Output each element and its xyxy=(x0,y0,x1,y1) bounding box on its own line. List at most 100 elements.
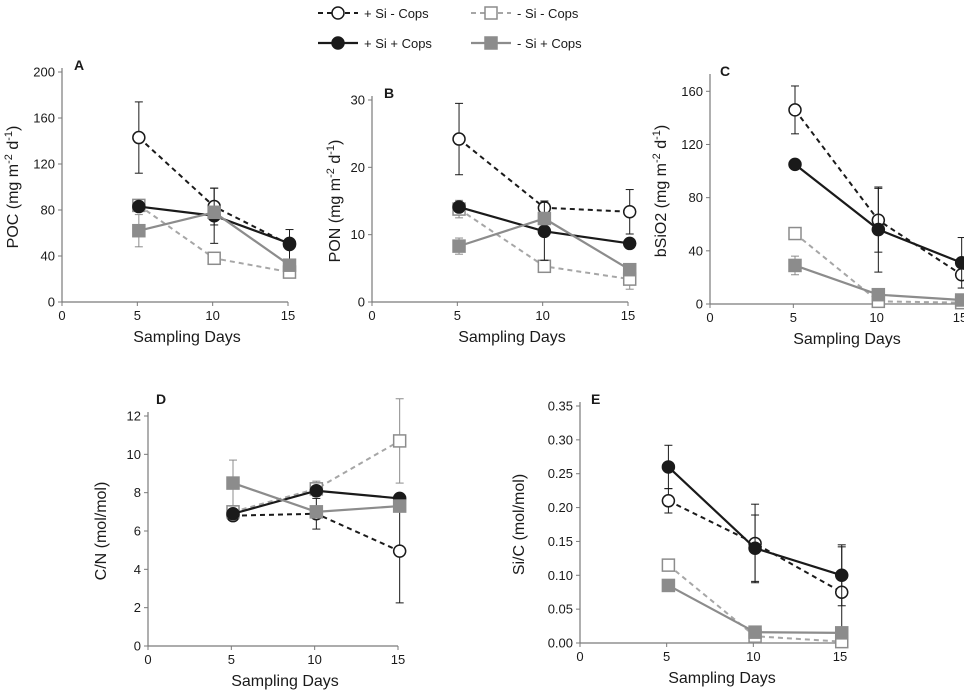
y-tick-label: 0.35 xyxy=(548,399,573,414)
y-tick-label: 0.00 xyxy=(548,636,573,651)
series-plus-si-plus-cops xyxy=(661,444,849,607)
y-axis-label: C/N (mol/mol) xyxy=(93,482,110,581)
y-tick-label: 160 xyxy=(33,111,55,126)
y-tick-label: 160 xyxy=(681,84,703,99)
data-point xyxy=(661,460,676,474)
data-point xyxy=(622,236,637,251)
data-point xyxy=(392,544,407,558)
y-tick-label: 20 xyxy=(351,160,365,175)
legend-label: + Si + Cops xyxy=(364,36,432,51)
series-plus-si-plus-cops xyxy=(452,200,637,261)
y-tick-label: 0 xyxy=(358,295,365,310)
series-minus-si-plus-cops xyxy=(226,459,407,519)
x-tick-label: 5 xyxy=(228,652,235,667)
x-tick-label: 10 xyxy=(307,652,321,667)
legend-marker xyxy=(331,6,345,20)
panel-a: A 0 40 80 120 160 200 0 5 10 15 Sampling Days POC (m… xyxy=(3,57,297,346)
y-tick-label: 30 xyxy=(351,93,365,108)
y-tick-label: 80 xyxy=(689,190,703,205)
series-minus-si-plus-cops xyxy=(788,255,964,307)
data-point xyxy=(207,251,221,266)
data-point xyxy=(452,200,466,214)
y-tick-label: 80 xyxy=(41,203,55,218)
data-point xyxy=(788,103,802,117)
panel-d: D 0 2 4 6 8 10 12 0 5 10 15 Sampling Days C/N (mol/mo… xyxy=(93,391,407,690)
y-tick-label: 12 xyxy=(127,409,141,424)
data-point xyxy=(661,494,676,508)
panel-letter: B xyxy=(384,85,394,101)
panel-letter: C xyxy=(720,63,730,79)
series-minus-si-plus-cops xyxy=(132,205,297,272)
y-axis-label: PON (mg m-2 d-1) xyxy=(325,140,344,263)
x-tick-label: 5 xyxy=(663,649,670,664)
x-tick-label: 0 xyxy=(368,308,375,323)
data-point xyxy=(954,293,964,307)
series-line xyxy=(794,232,962,304)
data-point xyxy=(834,568,849,583)
y-tick-label: 0 xyxy=(696,297,703,312)
legend-label: - Si + Cops xyxy=(517,36,582,51)
series-plus-si-minus-cops xyxy=(788,85,964,282)
y-tick-label: 0.10 xyxy=(548,568,573,583)
y-axis-label: bSiO2 (mg m-2 d-1) xyxy=(651,125,670,257)
x-axis-label: Sampling Days xyxy=(231,673,339,690)
data-point xyxy=(871,222,886,237)
data-point xyxy=(954,268,964,282)
data-point xyxy=(537,224,552,239)
y-tick-label: 4 xyxy=(134,562,141,577)
y-tick-label: 8 xyxy=(134,485,141,500)
y-tick-label: 120 xyxy=(33,157,55,172)
data-point xyxy=(207,205,221,220)
y-tick-label: 0.25 xyxy=(548,466,573,481)
x-tick-label: 15 xyxy=(281,308,295,323)
data-point xyxy=(622,262,637,277)
legend-item-plus-si-plus-cops: + Si + Cops xyxy=(318,36,432,51)
x-tick-label: 10 xyxy=(205,308,219,323)
data-point xyxy=(661,578,676,593)
legend: + Si - Cops - Si - Cops + Si + Cops - Si + … xyxy=(318,6,582,51)
y-tick-label: 10 xyxy=(127,447,141,462)
data-point xyxy=(788,226,802,241)
legend-marker xyxy=(484,6,498,20)
y-tick-label: 40 xyxy=(689,243,703,258)
y-tick-label: 0 xyxy=(134,639,141,654)
panel-letter: D xyxy=(156,391,166,407)
legend-label: - Si - Cops xyxy=(517,6,579,21)
x-tick-label: 0 xyxy=(144,652,151,667)
x-axis-label: Sampling Days xyxy=(458,329,566,346)
series-line xyxy=(232,440,401,513)
data-point xyxy=(537,259,552,274)
legend-item-minus-si-minus-cops: - Si - Cops xyxy=(471,6,579,21)
data-point xyxy=(392,499,407,513)
series-minus-si-plus-cops xyxy=(661,578,849,640)
data-point xyxy=(132,130,146,145)
y-tick-label: 200 xyxy=(33,65,55,80)
legend-label: + Si - Cops xyxy=(364,6,429,21)
y-axis-label: Si/C (mol/mol) xyxy=(511,474,528,575)
y-tick-label: 40 xyxy=(41,249,55,264)
y-tick-label: 0.05 xyxy=(548,602,573,617)
panel-e: E 0.00 0.05 0.10 0.15 0.20 0.25 0.30 0.35 0 5 10 15 S… xyxy=(511,391,849,687)
data-point xyxy=(452,239,466,253)
x-tick-label: 15 xyxy=(953,310,964,325)
x-tick-label: 5 xyxy=(134,308,141,323)
y-tick-label: 120 xyxy=(681,137,703,152)
y-tick-label: 6 xyxy=(134,524,141,539)
data-point xyxy=(537,211,552,226)
x-tick-label: 0 xyxy=(576,649,583,664)
x-axis-label: Sampling Days xyxy=(668,670,776,687)
data-point xyxy=(834,626,849,640)
x-tick-label: 5 xyxy=(790,310,797,325)
data-point xyxy=(309,505,324,519)
data-point xyxy=(452,132,466,146)
panel-b: B 0 10 20 30 0 5 10 15 Sampling Days PON (mg m-2 d… xyxy=(325,85,637,346)
panel-letter: E xyxy=(591,391,600,407)
data-point xyxy=(132,199,146,214)
data-point xyxy=(392,434,407,448)
x-tick-label: 10 xyxy=(535,308,549,323)
series-plus-si-plus-cops xyxy=(788,157,964,289)
x-tick-label: 15 xyxy=(621,308,635,323)
data-point xyxy=(309,484,324,498)
